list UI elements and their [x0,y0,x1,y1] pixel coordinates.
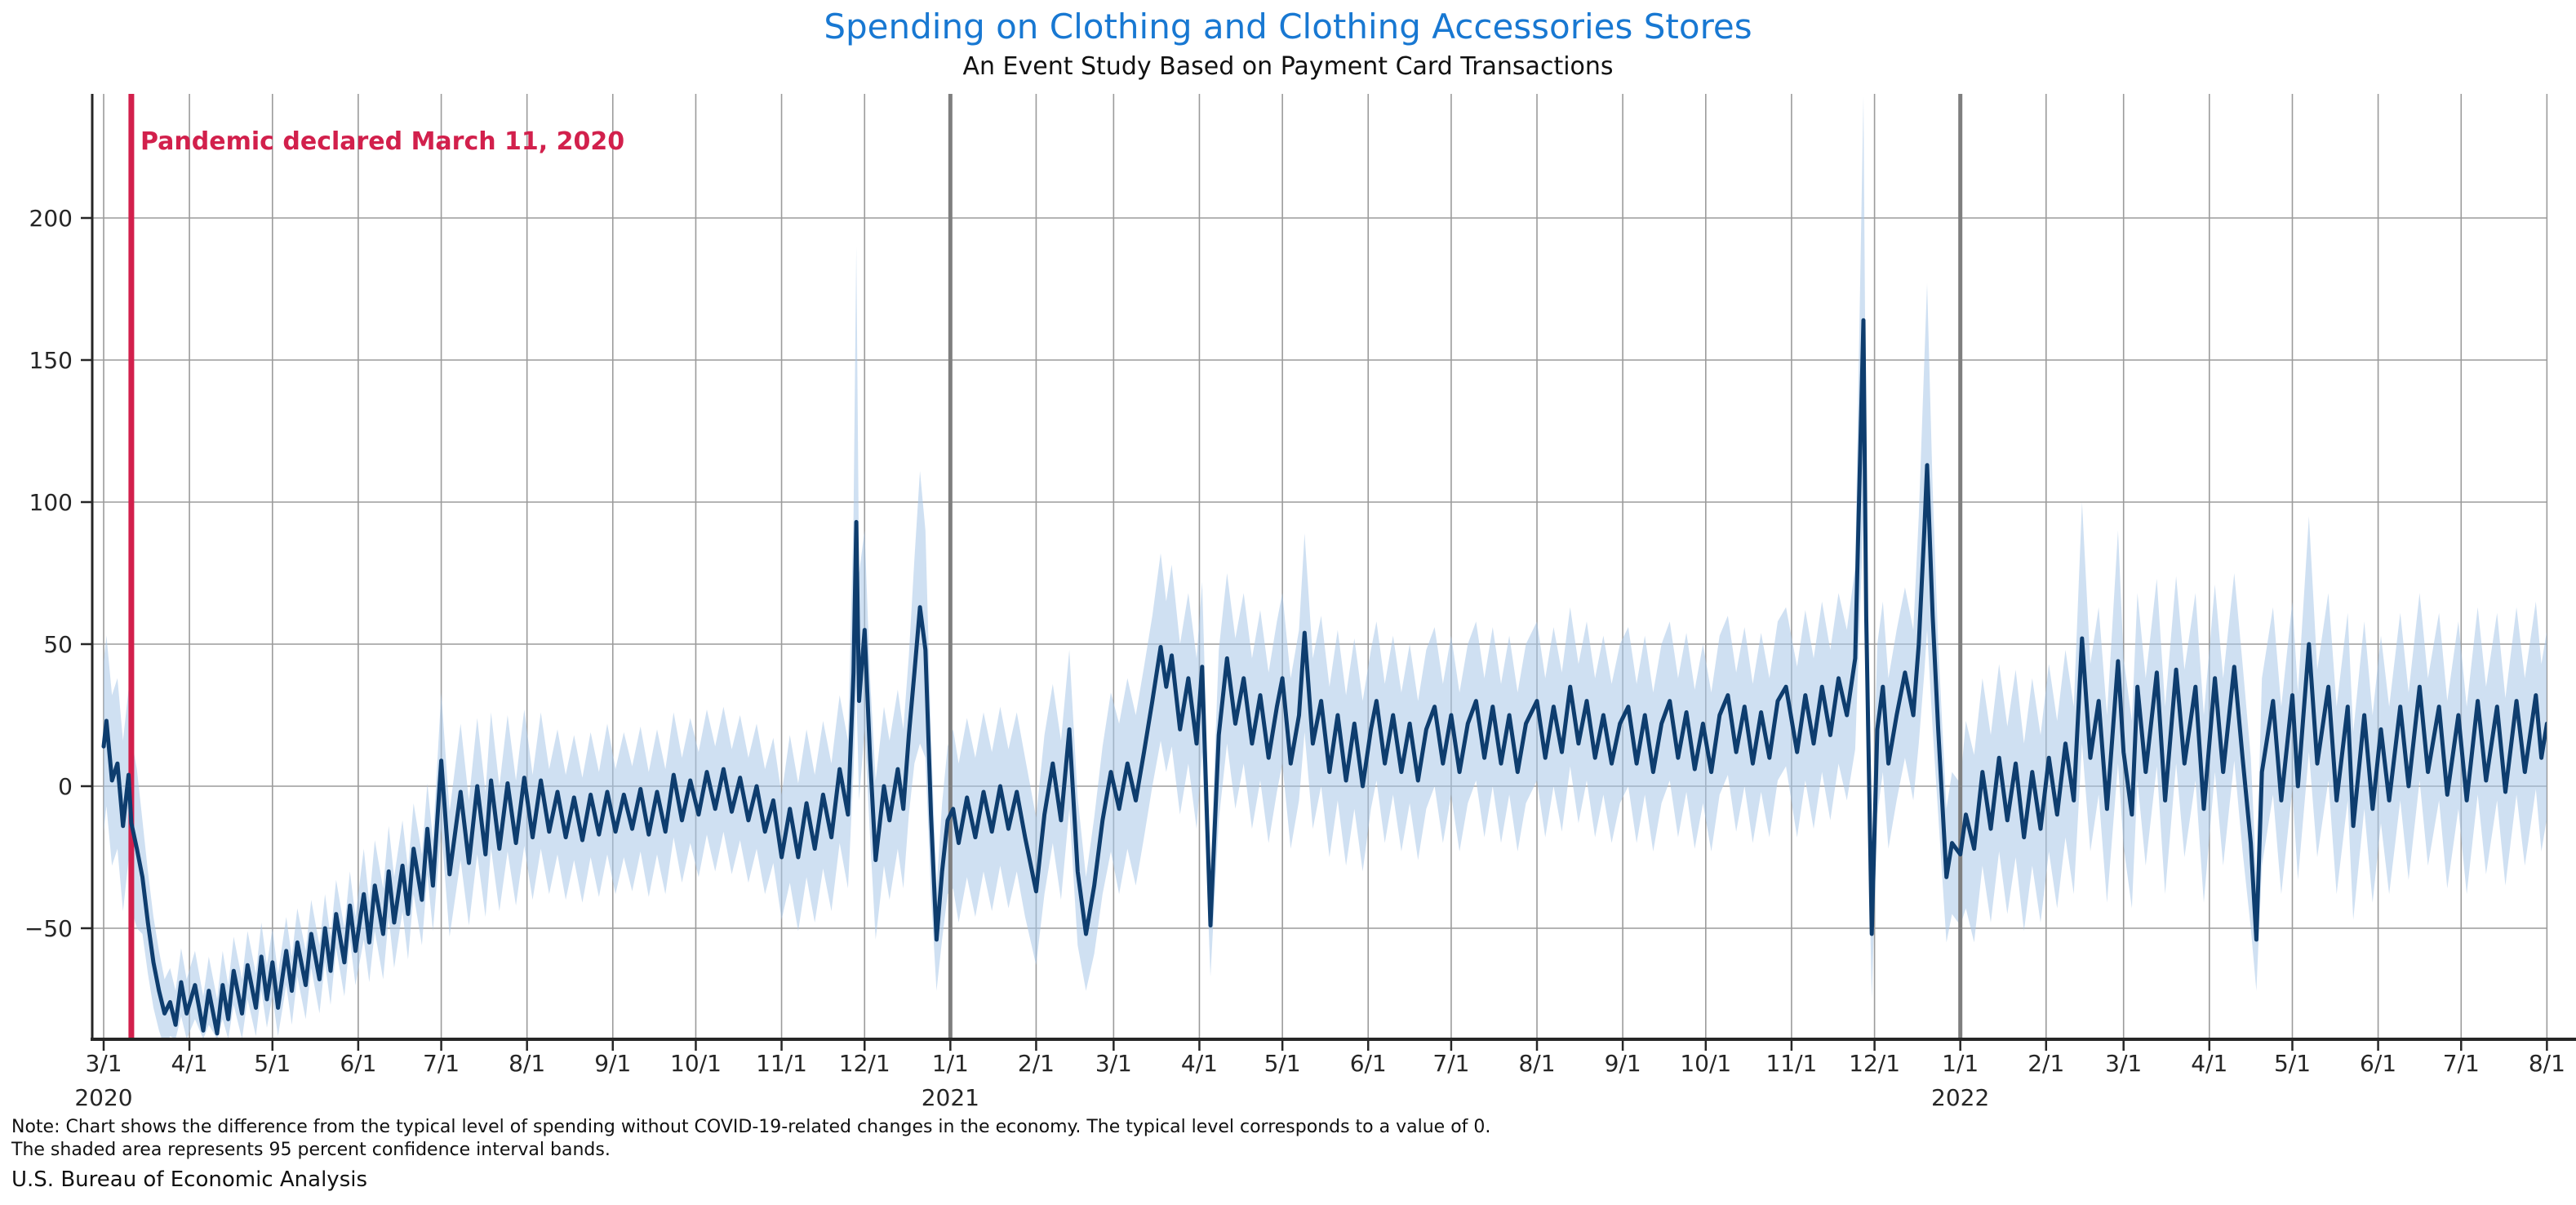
note-line-2: The shaded area represents 95 percent co… [11,1140,611,1160]
x-tick-label: 12/1 [839,1050,890,1077]
x-tick-label: 7/1 [423,1050,460,1077]
x-tick-label: 6/1 [1350,1050,1387,1077]
y-tick-label: 50 [43,631,73,658]
x-tick-label: 11/1 [756,1050,807,1077]
x-tick-label: 4/1 [2191,1050,2227,1077]
x-tick-label: 11/1 [1765,1050,1817,1077]
y-tick-label: 0 [58,773,73,800]
x-tick-label: 4/1 [171,1050,208,1077]
x-tick-label: 2/1 [1018,1050,1055,1077]
x-tick-label: 6/1 [2360,1050,2396,1077]
x-tick-label: 5/1 [254,1050,291,1077]
y-tick-label: 200 [29,205,73,232]
y-tick-label: −50 [24,915,73,942]
x-tick-label: 4/1 [1181,1050,1218,1077]
y-tick-label: 100 [29,489,73,516]
x-tick-label: 8/1 [1518,1050,1555,1077]
x-tick-label: 8/1 [509,1050,545,1077]
note-line-1: Note: Chart shows the difference from th… [11,1117,1491,1137]
x-tick-label: 5/1 [1264,1050,1301,1077]
x-tick-label: 7/1 [1432,1050,1469,1077]
gridlines [92,94,2548,1039]
x-tick-label: 6/1 [340,1050,376,1077]
pandemic-annotation: Pandemic declared March 11, 2020 [140,127,625,156]
x-tick-label: 9/1 [1605,1050,1641,1077]
x-tick-label: 1/1 [932,1050,969,1077]
spending-line [101,318,2547,1036]
x-tick-label: 9/1 [594,1050,631,1077]
x-tick-label: 7/1 [2443,1050,2480,1077]
chart-title: Spending on Clothing and Clothing Access… [824,7,1752,47]
y-tick-label: 150 [29,347,73,374]
x-tick-label: 2/1 [2027,1050,2064,1077]
x-tick-label: 8/1 [2529,1050,2565,1077]
x-tick-label: 12/1 [1849,1050,1900,1077]
confidence-band [104,96,2547,1039]
x-tick-label: 10/1 [670,1050,722,1077]
x-year-label: 2022 [1931,1084,1989,1111]
x-tick-label: 10/1 [1680,1050,1731,1077]
x-tick-label: 3/1 [2105,1050,2142,1077]
source-attribution: U.S. Bureau of Economic Analysis [11,1167,368,1192]
x-year-label: 2020 [74,1084,132,1111]
x-tick-label: 3/1 [85,1050,122,1077]
x-year-label: 2021 [922,1084,979,1111]
chart-subtitle: An Event Study Based on Payment Card Tra… [962,52,1614,81]
x-tick-label: 1/1 [1942,1050,1979,1077]
x-tick-label: 3/1 [1095,1050,1132,1077]
x-tick-label: 5/1 [2274,1050,2311,1077]
